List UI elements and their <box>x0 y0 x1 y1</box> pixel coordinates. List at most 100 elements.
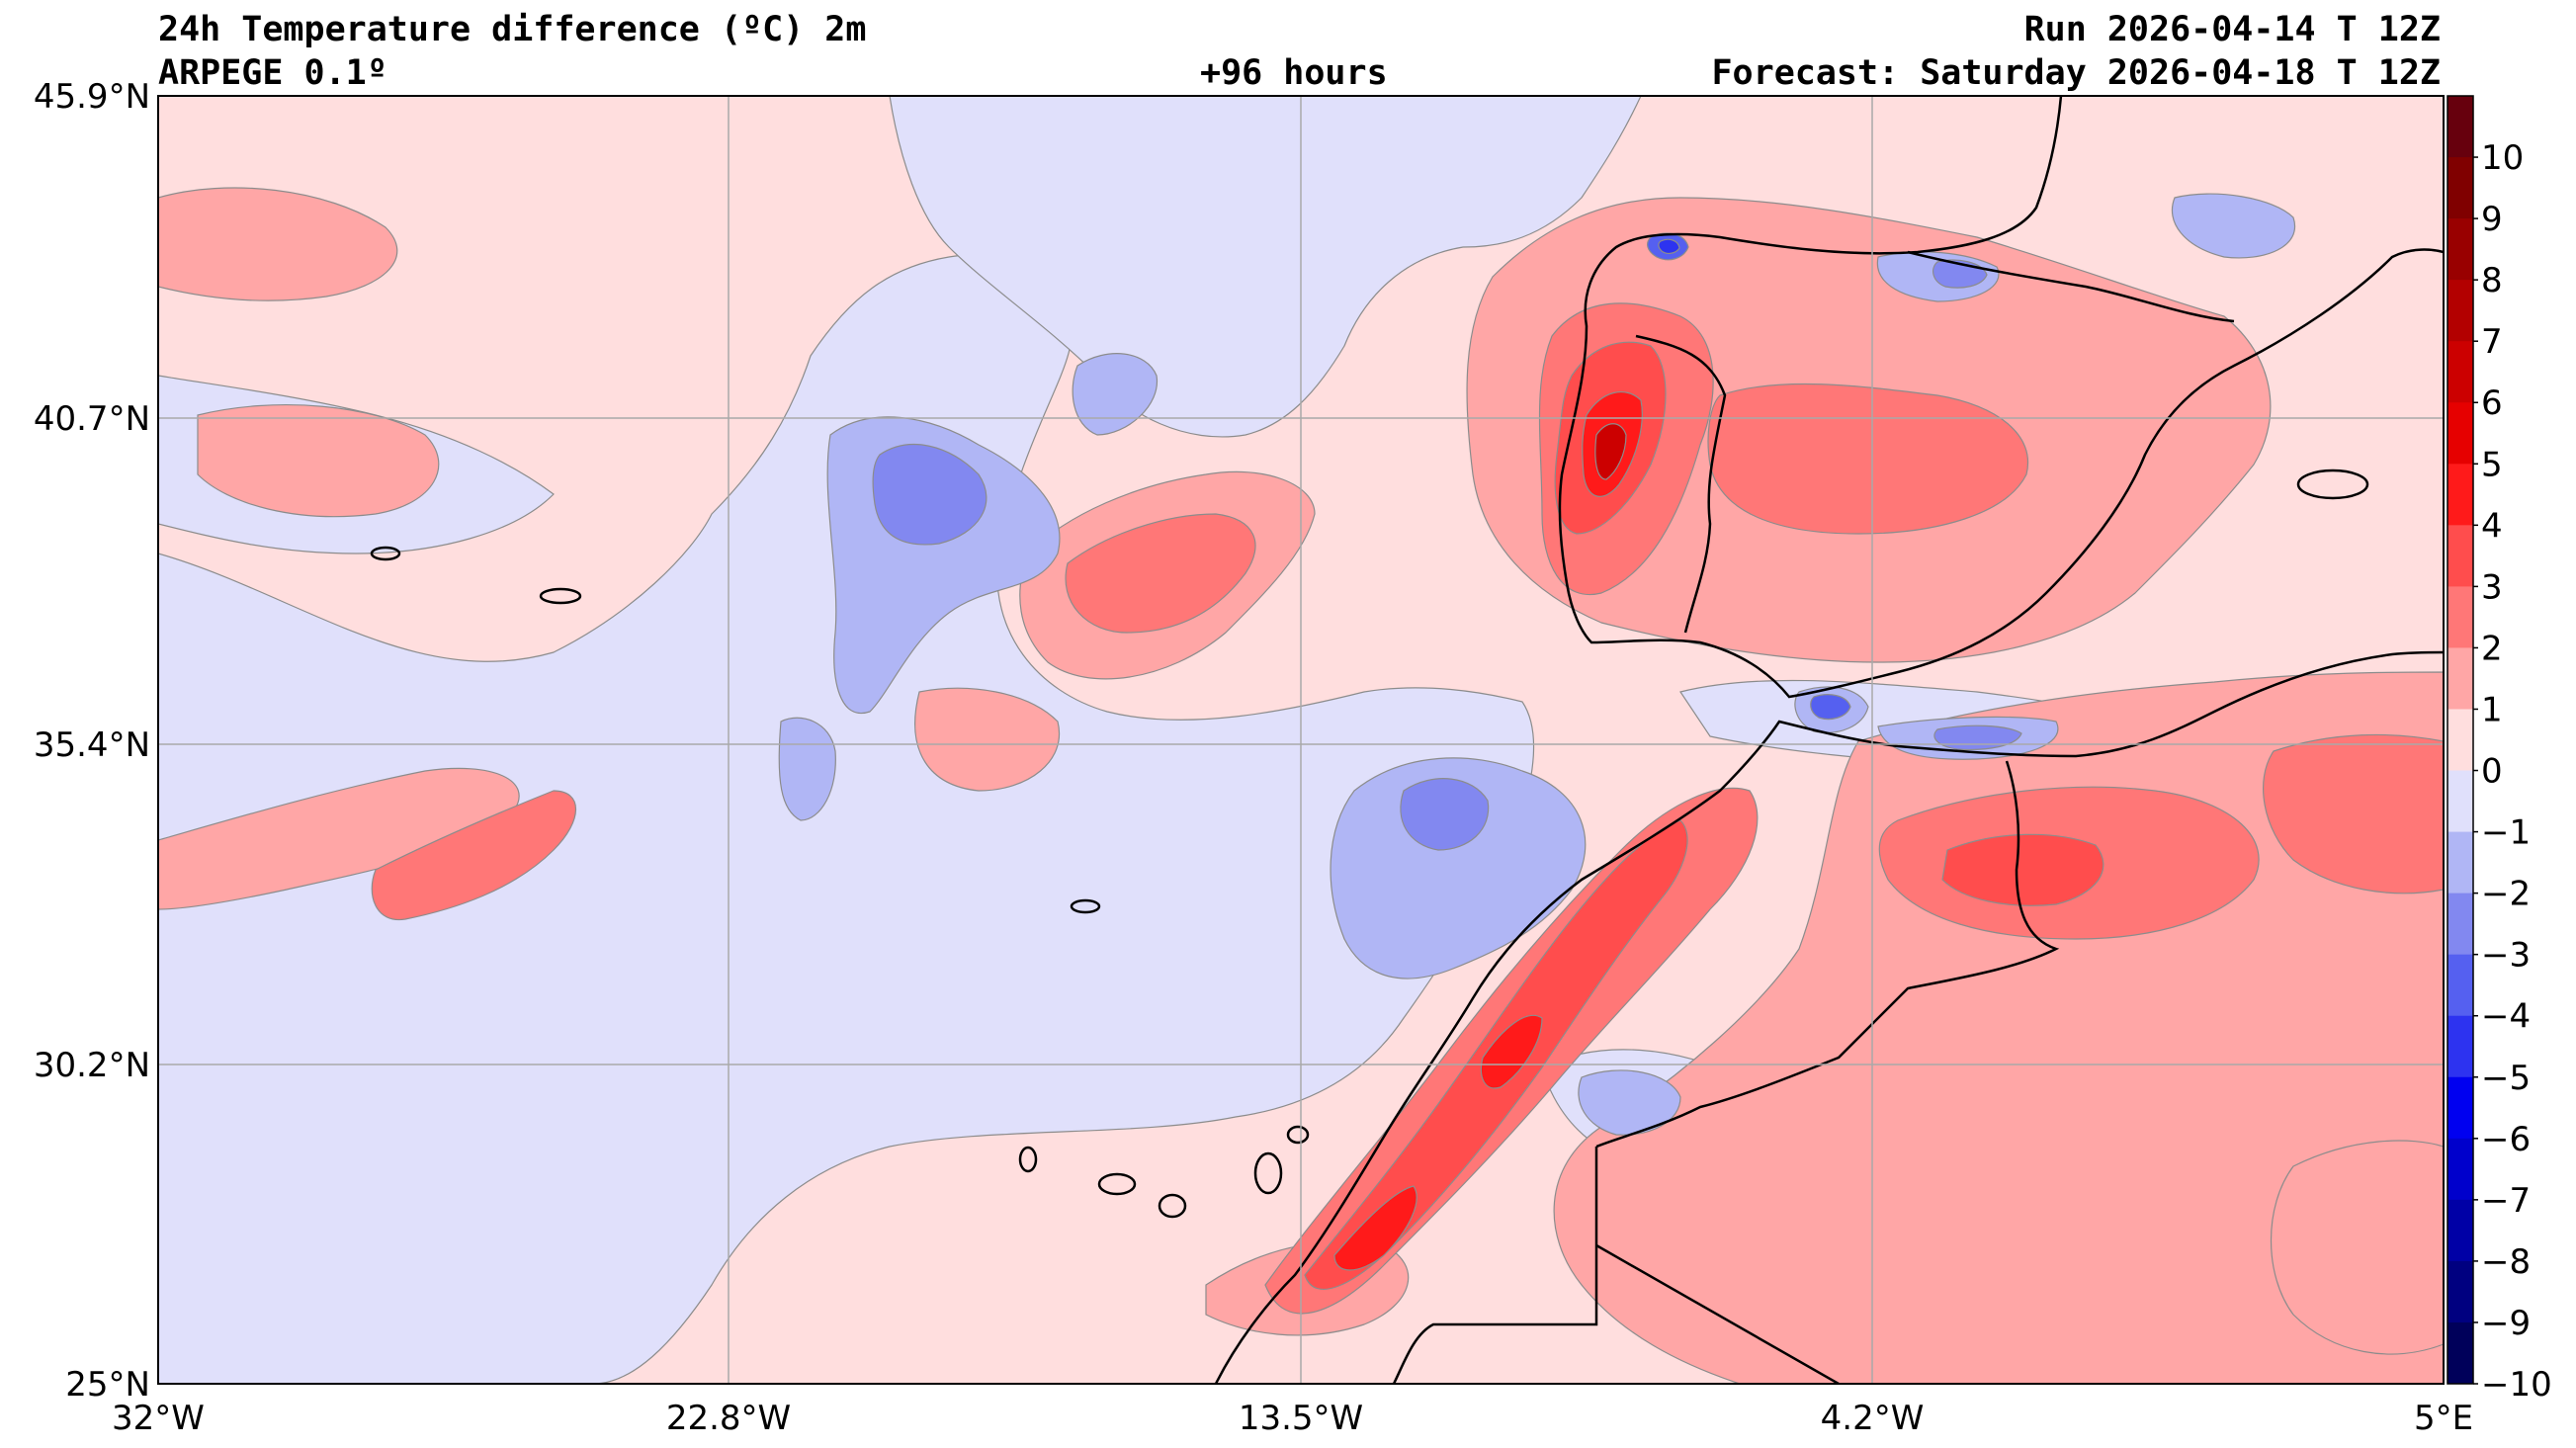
colorbar-band <box>2447 218 2473 281</box>
balearic-island-mallorca <box>2296 468 2369 500</box>
colorbar-label: −8 <box>2481 1242 2531 1282</box>
neg3-patch-gibraltar <box>1810 694 1851 721</box>
colorbar-label: 10 <box>2481 138 2524 178</box>
neg4-patch-galicia-core <box>1658 238 1680 254</box>
model-name: ARPEGE 0.1º <box>158 53 387 93</box>
colorbar-band <box>2447 1199 2473 1262</box>
pos-patch-central-atlantic <box>914 687 1061 792</box>
lat-tick-label: 25°N <box>65 1365 150 1405</box>
colorbar-band <box>2447 464 2473 526</box>
azores-island-west <box>370 546 401 561</box>
map-frame <box>157 95 2445 1385</box>
pos4-patch-morocco <box>1333 1185 1417 1271</box>
colorbar-band <box>2447 1015 2473 1078</box>
colorbar-label: 0 <box>2481 752 2503 792</box>
colorbar-band <box>2447 893 2473 956</box>
canary-island-tenerife <box>1097 1172 1137 1196</box>
lon-tick-label: 22.8°W <box>666 1399 791 1438</box>
lon-tick-label: 5°E <box>2414 1399 2473 1438</box>
canary-island-gran-canaria <box>1158 1193 1187 1219</box>
neg-patch-sahara <box>1578 1069 1681 1136</box>
morocco-algeria-border <box>1595 760 2060 1149</box>
neg-patch-atlantic-small <box>1072 353 1159 436</box>
colorbar-band <box>2447 157 2473 219</box>
colorbar-band <box>2447 341 2473 403</box>
colorbar-band <box>2447 1138 2473 1201</box>
lon-tick-label: 32°W <box>112 1399 205 1438</box>
portugal-spain-border <box>1635 334 1727 634</box>
colorbar-label: 4 <box>2481 506 2503 546</box>
lead-time: +96 hours <box>1200 53 1388 93</box>
sahara-diagonal-border <box>1595 1243 1840 1384</box>
colorbar-band <box>2447 831 2473 894</box>
pos4-patch-atlas <box>1480 1014 1543 1089</box>
colorbar-label: 8 <box>2481 261 2503 300</box>
pos2-patch-mid-atlantic <box>1065 513 1256 634</box>
neg2-patch-atlantic-central <box>1400 778 1490 851</box>
gridlines <box>158 96 2444 1384</box>
colorbar-label: −7 <box>2481 1181 2531 1221</box>
lat-tick-label: 35.4°N <box>34 725 150 765</box>
madeira-island <box>1070 898 1101 914</box>
latitude-axis: 45.9°N 40.7°N 35.4°N 30.2°N 25°N <box>34 77 150 1405</box>
coastlines <box>1214 96 2444 1384</box>
colorbar-band <box>2447 402 2473 465</box>
canary-island-la-palma <box>1018 1146 1038 1173</box>
azores-island <box>539 587 582 605</box>
longitude-axis: 32°W 22.8°W 13.5°W 4.2°W 5°E <box>112 1399 2473 1438</box>
western-sahara-border <box>1392 1147 1598 1384</box>
colorbar-label: −3 <box>2481 936 2531 976</box>
colorbar-band <box>2447 586 2473 648</box>
lon-tick-label: 13.5°W <box>1239 1399 1363 1438</box>
neg2-patch-atlantic-north <box>872 444 987 546</box>
lat-tick-label: 45.9°N <box>34 77 150 117</box>
colorbar-label: −5 <box>2481 1059 2531 1098</box>
colorbar-band <box>2447 954 2473 1017</box>
map-title: 24h Temperature difference (ºC) 2m <box>158 10 867 49</box>
colorbar-band <box>2447 1321 2473 1385</box>
spain-france-border <box>1907 250 2235 323</box>
colorbar-label: 3 <box>2481 567 2503 607</box>
colorbar-band <box>2447 709 2473 772</box>
canary-island-lanzarote <box>1286 1125 1310 1145</box>
colorbar-band <box>2447 96 2473 158</box>
iberia-coastline <box>1558 96 2444 699</box>
colorbar-band <box>2447 1076 2473 1140</box>
colorbar-label: −2 <box>2481 875 2531 914</box>
neg-patch-atlantic-central <box>1330 757 1587 980</box>
colorbar-label: −6 <box>2481 1120 2531 1159</box>
islands <box>370 468 2369 1219</box>
colorbar-label: 5 <box>2481 445 2503 484</box>
colorbar-band <box>2447 770 2473 833</box>
temperature-field <box>158 96 2444 1384</box>
neg-patch-alps <box>2171 193 2296 259</box>
pos-patch-w-atlantic <box>197 404 440 518</box>
colorbar-band <box>2447 1260 2473 1323</box>
lat-tick-label: 30.2°N <box>34 1046 150 1085</box>
africa-coastline <box>1214 650 2444 1384</box>
pos2-patch-atlantic-west <box>371 790 576 921</box>
colorbar-frame <box>2447 95 2474 1385</box>
north-atlantic-negative-region <box>889 96 1642 438</box>
colorbar-band <box>2447 280 2473 342</box>
colorbar-label: 2 <box>2481 629 2503 668</box>
colorbar-label: 1 <box>2481 690 2503 729</box>
colorbar-label: −9 <box>2481 1304 2531 1343</box>
colorbar-label: 9 <box>2481 200 2503 239</box>
colorbar-label: 7 <box>2481 322 2503 362</box>
ocean-negative-region <box>158 254 1535 1384</box>
pos-patch-se-corner <box>2270 1140 2444 1355</box>
pos6-patch-portugal-core <box>1594 423 1627 480</box>
lat-tick-label: 40.7°N <box>34 399 150 439</box>
forecast-time: Forecast: Saturday 2026-04-18 T 12Z <box>1711 53 2441 93</box>
colorbar-band <box>2447 647 2473 710</box>
colorbar-label: −10 <box>2481 1365 2552 1405</box>
lon-tick-label: 4.2°W <box>1821 1399 1925 1438</box>
colorbar-label: −4 <box>2481 997 2531 1037</box>
colorbar-label: −1 <box>2481 813 2531 853</box>
pos2-patch-east <box>2263 733 2444 894</box>
run-time: Run 2026-04-14 T 12Z <box>2023 10 2441 49</box>
colorbar-label: 6 <box>2481 383 2503 423</box>
